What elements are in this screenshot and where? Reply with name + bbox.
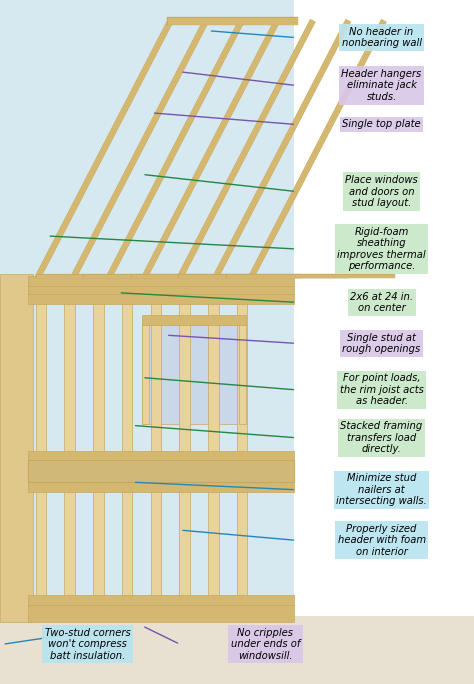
- FancyBboxPatch shape: [28, 605, 294, 622]
- Text: For point loads,
the rim joist acts
as header.: For point loads, the rim joist acts as h…: [340, 373, 423, 406]
- Text: Minimize stud
nailers at
intersecting walls.: Minimize stud nailers at intersecting wa…: [336, 473, 427, 506]
- FancyBboxPatch shape: [180, 301, 190, 451]
- Text: Rigid-foam
sheathing
improves thermal
performance.: Rigid-foam sheathing improves thermal pe…: [337, 226, 426, 272]
- FancyBboxPatch shape: [28, 482, 294, 492]
- Text: Single top plate: Single top plate: [342, 120, 421, 129]
- FancyBboxPatch shape: [28, 451, 294, 462]
- FancyBboxPatch shape: [151, 482, 161, 605]
- FancyBboxPatch shape: [142, 315, 246, 325]
- FancyBboxPatch shape: [180, 482, 190, 605]
- FancyBboxPatch shape: [36, 482, 46, 605]
- FancyBboxPatch shape: [28, 462, 294, 482]
- FancyBboxPatch shape: [28, 460, 294, 482]
- Text: No cripples
under ends of
windowsill.: No cripples under ends of windowsill.: [231, 628, 300, 661]
- FancyBboxPatch shape: [0, 274, 33, 622]
- FancyBboxPatch shape: [142, 325, 149, 424]
- FancyBboxPatch shape: [122, 301, 132, 451]
- FancyBboxPatch shape: [151, 301, 161, 451]
- FancyBboxPatch shape: [36, 301, 46, 451]
- Text: Header hangers
eliminate jack
studs.: Header hangers eliminate jack studs.: [341, 69, 422, 102]
- Text: Two-stud corners
won't compress
batt insulation.: Two-stud corners won't compress batt ins…: [45, 628, 130, 661]
- FancyBboxPatch shape: [208, 301, 219, 451]
- FancyBboxPatch shape: [28, 595, 294, 605]
- FancyBboxPatch shape: [237, 301, 247, 451]
- FancyBboxPatch shape: [208, 482, 219, 605]
- Text: Properly sized
header with foam
on interior: Properly sized header with foam on inter…: [337, 524, 426, 557]
- FancyBboxPatch shape: [28, 294, 294, 304]
- FancyBboxPatch shape: [237, 482, 247, 605]
- FancyBboxPatch shape: [0, 0, 294, 629]
- Text: Single stud at
rough openings: Single stud at rough openings: [342, 332, 421, 354]
- Text: Stacked framing
transfers load
directly.: Stacked framing transfers load directly.: [340, 421, 423, 454]
- Text: No header in
nonbearing wall: No header in nonbearing wall: [342, 27, 421, 49]
- FancyBboxPatch shape: [239, 325, 246, 424]
- FancyBboxPatch shape: [142, 321, 246, 424]
- FancyBboxPatch shape: [93, 482, 103, 605]
- FancyBboxPatch shape: [64, 482, 75, 605]
- FancyBboxPatch shape: [122, 482, 132, 605]
- Text: 2x6 at 24 in.
on center: 2x6 at 24 in. on center: [350, 291, 413, 313]
- FancyBboxPatch shape: [64, 301, 75, 451]
- FancyBboxPatch shape: [28, 276, 294, 286]
- FancyBboxPatch shape: [28, 286, 294, 294]
- FancyBboxPatch shape: [0, 616, 474, 684]
- Text: Place windows
and doors on
stud layout.: Place windows and doors on stud layout.: [345, 175, 418, 208]
- FancyBboxPatch shape: [93, 301, 103, 451]
